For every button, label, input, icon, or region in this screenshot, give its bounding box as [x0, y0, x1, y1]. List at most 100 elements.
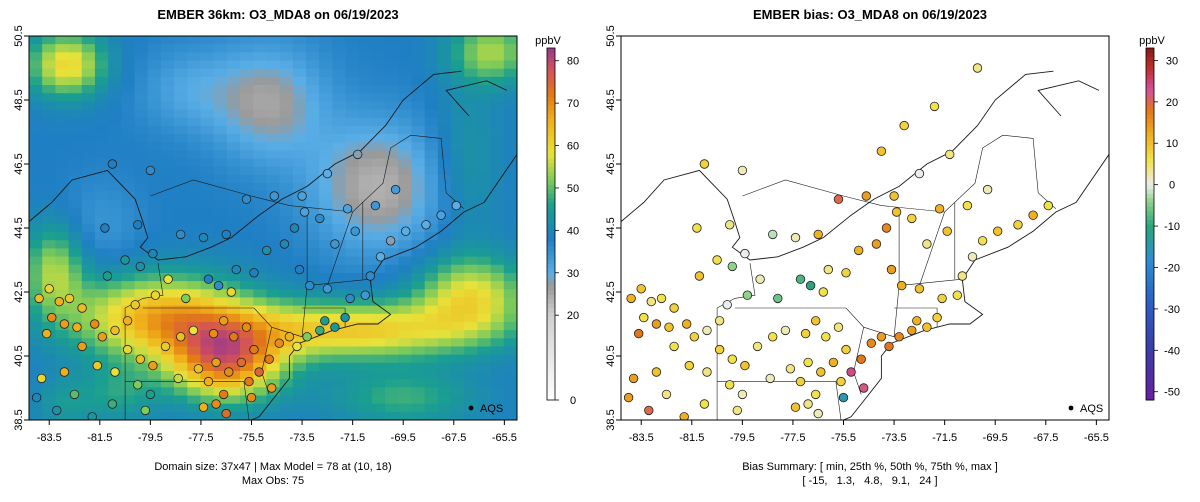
field-cell [332, 125, 347, 135]
field-cell [94, 321, 109, 331]
station-marker [932, 312, 942, 323]
field-cell [108, 305, 122, 315]
field-cell [437, 379, 452, 388]
field-cell [174, 166, 188, 176]
field-cell [451, 305, 465, 315]
field-cell [345, 68, 360, 78]
colorbar-segment [547, 83, 555, 89]
station-marker [211, 399, 221, 409]
field-cell [266, 109, 281, 119]
field-cell [477, 199, 492, 209]
colorbar-segment [1146, 158, 1154, 163]
field-cell [200, 248, 215, 258]
colorbar-segment [547, 131, 555, 137]
field-cell [332, 44, 347, 53]
station-marker [780, 325, 791, 336]
field-cell [464, 321, 479, 331]
field-cell [81, 76, 96, 86]
field-cell [253, 68, 268, 78]
field-cell [200, 174, 215, 184]
field-cell [371, 158, 386, 168]
colorbar-segment [547, 281, 555, 287]
field-cell [253, 117, 268, 127]
field-cell [160, 101, 175, 111]
station-marker [722, 300, 732, 310]
field-cell [279, 134, 294, 143]
bias-caption-line-2: [ -15, 1.3, 4.8, 9.1, 24 ] [802, 475, 937, 487]
field-cell [503, 36, 517, 45]
colorbar-segment [1146, 386, 1154, 392]
station-marker [962, 200, 973, 211]
field-cell [266, 330, 281, 339]
field-cell [187, 52, 202, 62]
station-marker [193, 364, 204, 374]
field-cell [398, 232, 413, 241]
field-cell [305, 256, 320, 266]
station-marker [360, 290, 371, 300]
field-cell [490, 158, 505, 168]
field-cell [358, 281, 373, 290]
field-cell [411, 354, 426, 364]
field-cell [160, 76, 175, 86]
field-cell [345, 215, 360, 225]
field-cell [411, 158, 426, 168]
field-cell [121, 125, 136, 135]
field-cell [108, 354, 122, 364]
colorbar-segment [547, 74, 555, 80]
station-marker [42, 328, 52, 339]
field-cell [424, 68, 439, 78]
field-cell [398, 346, 413, 356]
field-cell [490, 272, 505, 282]
field-cell [411, 68, 426, 78]
field-cell [174, 354, 188, 364]
field-cell [490, 199, 505, 209]
field-cell [187, 256, 202, 266]
y-tick-label: 48.5 [605, 89, 617, 110]
station-marker [929, 101, 940, 112]
station-marker [289, 223, 300, 233]
field-cell [240, 264, 254, 274]
field-cell [68, 232, 83, 241]
field-cell [371, 313, 386, 323]
field-cell [147, 297, 162, 307]
field-cell [200, 207, 215, 217]
field-cell [385, 330, 399, 339]
field-cell [358, 321, 373, 331]
field-cell [385, 101, 399, 111]
colorbar-tick-label: 20 [1166, 97, 1178, 109]
colorbar-segment [1146, 272, 1154, 278]
field-cell [437, 248, 452, 258]
colorbar-segment [1146, 122, 1154, 128]
colorbar-segment [1146, 395, 1154, 401]
field-cell [398, 60, 413, 70]
field-cell [385, 93, 399, 102]
field-cell [68, 199, 83, 209]
field-cell [121, 354, 136, 364]
station-marker [130, 300, 140, 310]
field-cell [187, 101, 202, 111]
field-cell [200, 150, 215, 160]
field-cell [332, 158, 347, 168]
field-cell [55, 199, 70, 209]
field-cell [305, 370, 320, 380]
field-cell [437, 346, 452, 356]
field-cell [213, 223, 228, 233]
field-cell [345, 76, 360, 86]
field-cell [174, 240, 188, 250]
field-cell [292, 223, 307, 233]
field-cell [477, 183, 492, 192]
field-cell [437, 117, 452, 127]
field-cell [200, 85, 215, 94]
field-cell [134, 346, 149, 356]
field-cell [437, 93, 452, 102]
colorbar-segment [547, 149, 555, 155]
field-cell [451, 272, 465, 282]
field-cell [213, 52, 228, 62]
field-cell [213, 346, 228, 356]
field-cell [305, 321, 320, 331]
field-cell [253, 321, 268, 331]
field-cell [266, 207, 281, 217]
field-cell [279, 297, 294, 307]
station-marker [59, 367, 70, 377]
field-cell [200, 52, 215, 62]
